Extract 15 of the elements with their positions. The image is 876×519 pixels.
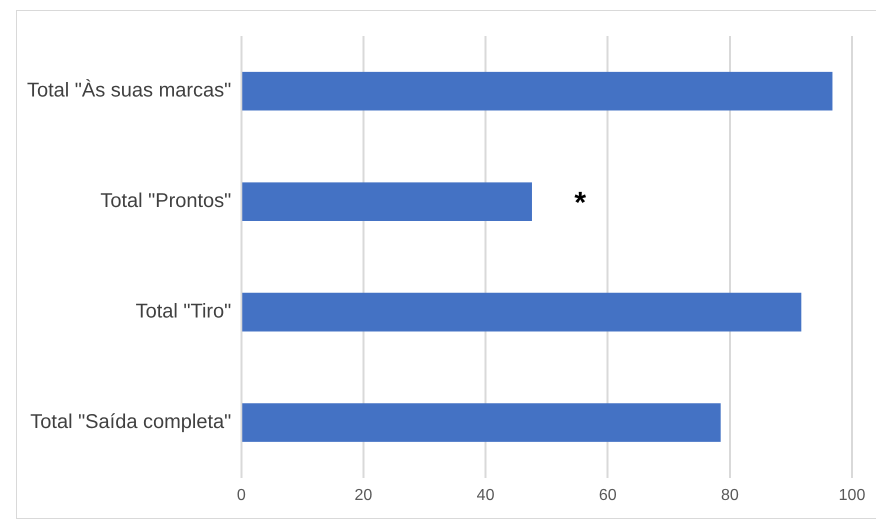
y-tick-label: Total "Tiro" [136,300,232,323]
x-tick-label: 0 [236,486,246,504]
x-tick-label: 80 [720,486,739,504]
annotation: * [574,186,586,220]
y-tick-label: Total "Saída completa" [30,411,232,434]
y-tick-label: Total "Às suas marcas" [26,78,232,102]
bar [242,403,721,442]
bar [242,72,832,111]
bar [242,182,532,222]
x-tick-label: 20 [354,486,372,504]
x-tick-label: 100 [838,486,866,504]
x-tick-label: 40 [476,486,495,504]
bar [242,292,802,332]
y-tick-label: Total "Prontos" [100,190,232,212]
x-tick-label: 60 [598,486,617,504]
